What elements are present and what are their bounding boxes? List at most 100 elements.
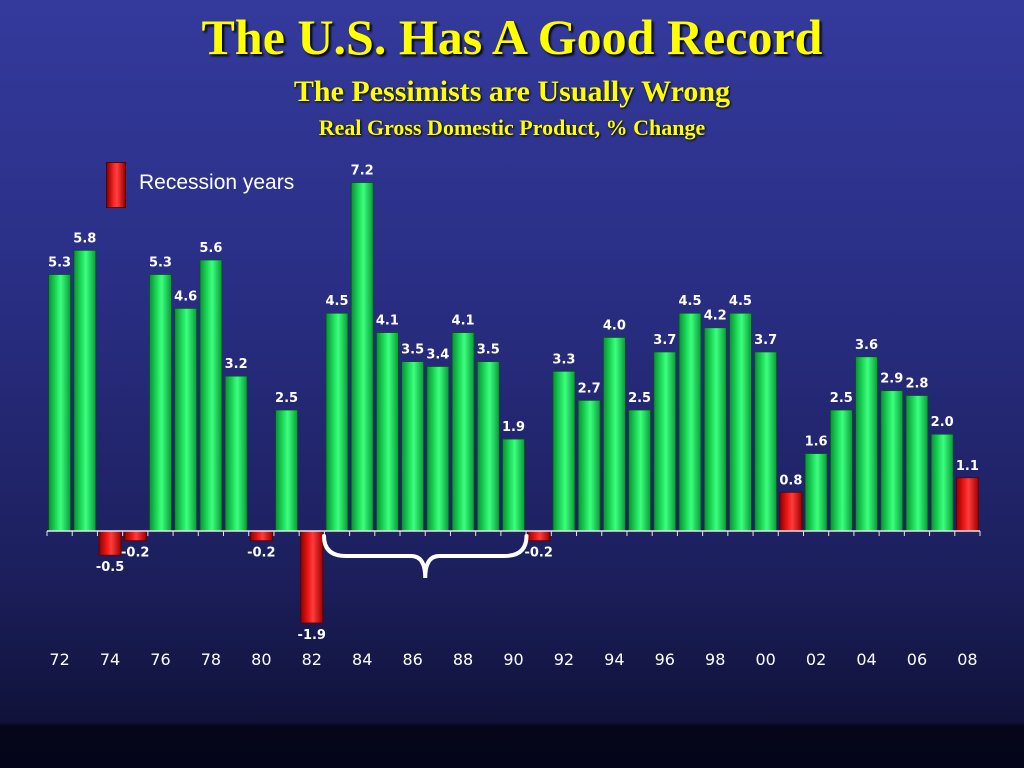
legend-label: Recession years <box>139 171 295 194</box>
bar-72 <box>48 274 72 532</box>
brace-annotation <box>321 534 529 579</box>
data-label-85: 4.1 <box>376 314 399 329</box>
data-label-89: 3.5 <box>477 343 500 358</box>
data-label-87: 3.4 <box>426 347 449 362</box>
data-label-82: -1.9 <box>298 628 326 643</box>
bar-98 <box>703 327 727 532</box>
x-tick-label-72: 72 <box>49 650 69 669</box>
data-label-73: 5.8 <box>73 231 96 246</box>
bar-80-recession <box>249 530 273 542</box>
bar-04 <box>855 356 878 532</box>
bar-81 <box>275 409 298 532</box>
data-label-01: 0.8 <box>779 473 802 488</box>
data-label-76: 5.3 <box>149 255 172 270</box>
bar-85 <box>376 332 399 532</box>
bar-89 <box>476 361 500 532</box>
bar-86 <box>401 361 425 532</box>
x-tick-label-00: 00 <box>755 650 775 669</box>
data-label-77: 4.6 <box>174 289 197 304</box>
x-tick-label-02: 02 <box>806 650 826 669</box>
data-label-03: 2.5 <box>830 391 853 406</box>
data-label-04: 3.6 <box>855 338 878 353</box>
x-tick-label-84: 84 <box>352 650 372 669</box>
bar-90 <box>502 438 525 532</box>
data-label-05: 2.9 <box>880 372 903 387</box>
bar-99 <box>729 312 752 532</box>
bar-88 <box>451 332 475 532</box>
data-label-90: 1.9 <box>502 420 525 435</box>
x-tick-label-94: 94 <box>604 650 624 669</box>
bar-79 <box>224 375 248 532</box>
x-tick-label-86: 86 <box>402 650 422 669</box>
data-label-06: 2.8 <box>905 376 928 391</box>
data-label-91: -0.2 <box>524 546 552 561</box>
data-label-81: 2.5 <box>275 391 298 406</box>
data-label-97: 4.5 <box>678 294 701 309</box>
data-label-79: 3.2 <box>225 357 248 372</box>
x-tick-label-06: 06 <box>907 650 927 669</box>
data-label-99: 4.5 <box>729 294 752 309</box>
data-label-07: 2.0 <box>931 415 954 430</box>
x-tick-label-80: 80 <box>251 650 271 669</box>
data-label-94: 4.0 <box>603 318 626 333</box>
chart-subtitle: The Pessimists are Usually Wrong <box>293 75 731 108</box>
data-label-84: 7.2 <box>351 164 374 179</box>
bar-07 <box>930 433 954 532</box>
bar-01-recession <box>779 491 803 532</box>
x-tick-label-96: 96 <box>655 650 675 669</box>
x-tick-label-92: 92 <box>554 650 574 669</box>
bar-83 <box>325 312 349 532</box>
x-tick-label-74: 74 <box>100 650 120 669</box>
bar-94 <box>602 336 626 532</box>
bar-78 <box>199 259 223 532</box>
bar-73 <box>73 249 97 532</box>
data-label-02: 1.6 <box>805 435 828 450</box>
data-label-83: 4.5 <box>325 294 348 309</box>
bar-91-recession <box>527 530 551 542</box>
bar-75-recession <box>123 530 147 542</box>
data-label-96: 3.7 <box>653 333 676 348</box>
bar-97 <box>678 312 702 532</box>
chart-caption: Real Gross Domestic Product, % Change <box>318 115 706 140</box>
data-label-95: 2.5 <box>628 391 651 406</box>
bar-03 <box>829 409 853 532</box>
data-label-08: 1.1 <box>956 459 979 474</box>
data-label-00: 3.7 <box>754 333 777 348</box>
x-tick-label-08: 08 <box>957 650 977 669</box>
x-tick-label-82: 82 <box>302 650 322 669</box>
bar-82-recession <box>300 530 324 624</box>
bar-84 <box>350 182 374 532</box>
data-label-93: 2.7 <box>578 381 601 396</box>
bar-02 <box>804 453 828 532</box>
chart-title: The U.S. Has A Good Record <box>201 9 823 65</box>
bar-77 <box>174 307 198 532</box>
bar-00 <box>754 351 778 532</box>
x-tick-label-76: 76 <box>150 650 170 669</box>
bar-87 <box>426 366 450 532</box>
bar-95 <box>628 409 651 532</box>
bar-92 <box>552 370 576 532</box>
data-label-74: -0.5 <box>96 560 124 575</box>
bar-76 <box>149 274 172 532</box>
x-tick-label-90: 90 <box>503 650 523 669</box>
x-tick-label-78: 78 <box>201 650 221 669</box>
data-label-86: 3.5 <box>401 343 424 358</box>
x-tick-label-98: 98 <box>705 650 725 669</box>
bar-96 <box>653 351 677 532</box>
data-label-92: 3.3 <box>552 352 575 367</box>
x-tick-label-04: 04 <box>856 650 876 669</box>
bar-08-recession <box>955 477 979 532</box>
data-label-88: 4.1 <box>452 314 475 329</box>
legend-swatch-recession <box>106 162 126 208</box>
data-label-72: 5.3 <box>48 255 71 270</box>
data-label-78: 5.6 <box>199 241 222 256</box>
bar-06 <box>905 395 929 532</box>
data-label-80: -0.2 <box>247 546 275 561</box>
data-label-98: 4.2 <box>704 309 727 324</box>
bar-74-recession <box>98 530 122 556</box>
bar-05 <box>880 390 904 532</box>
data-label-75: -0.2 <box>121 546 149 561</box>
x-tick-label-88: 88 <box>453 650 473 669</box>
bar-93 <box>577 399 601 532</box>
